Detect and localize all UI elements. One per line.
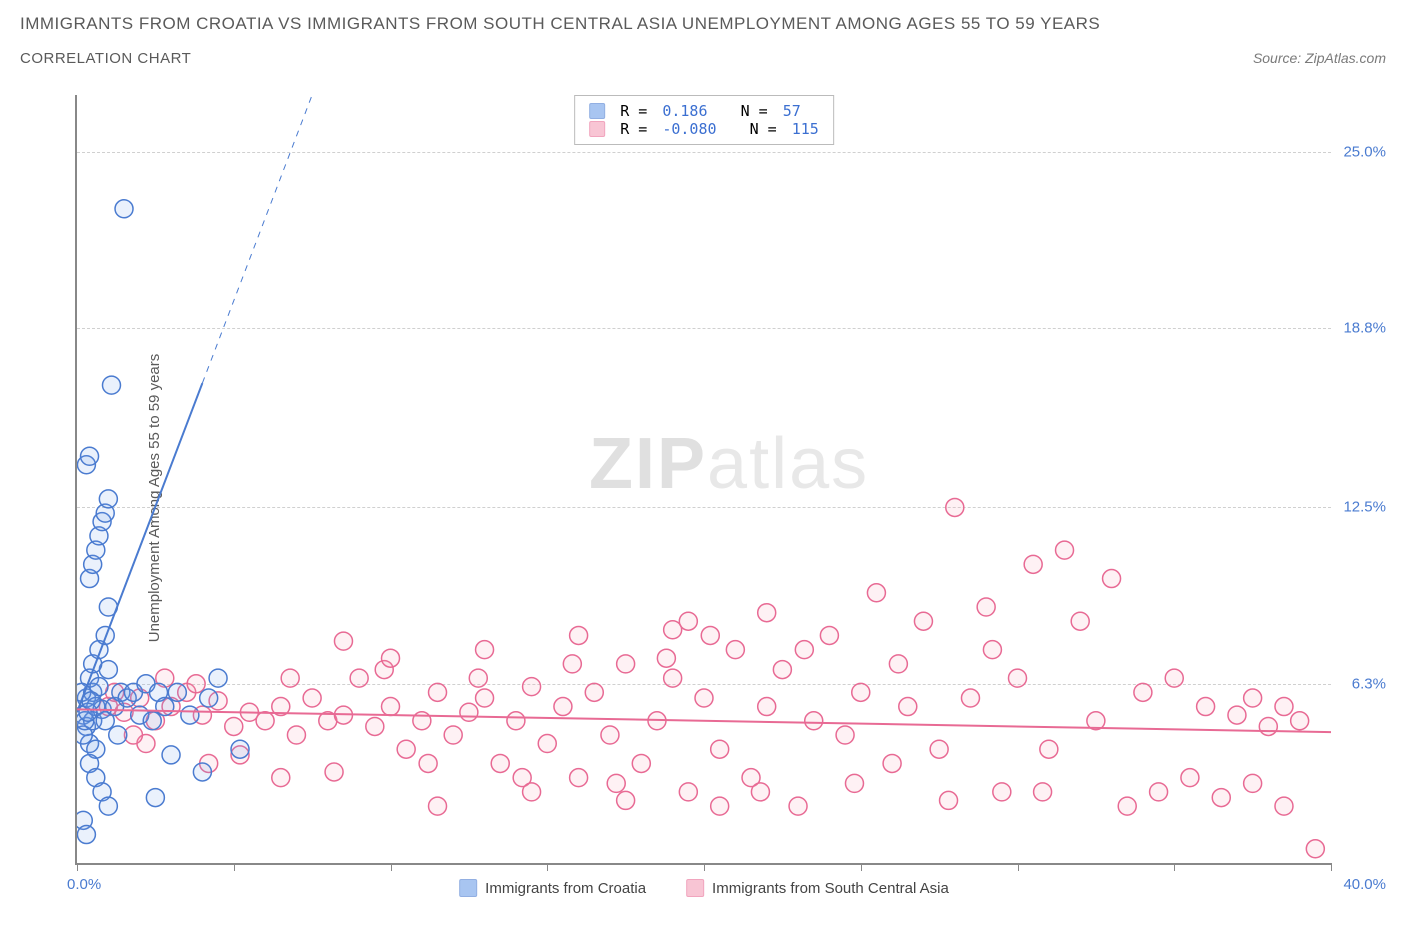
source-attribution: Source: ZipAtlas.com [1253,50,1386,66]
legend-swatch-scasia-icon [686,879,704,897]
legend-swatch-croatia-icon [459,879,477,897]
stats-row-croatia: R = 0.186 N = 57 [589,102,819,120]
scatter-svg [77,95,1331,863]
legend-label-scasia: Immigrants from South Central Asia [712,880,949,897]
legend-item-croatia: Immigrants from Croatia [459,879,646,897]
y-tick-label: 12.5% [1336,499,1386,516]
chart-title: IMMIGRANTS FROM CROATIA VS IMMIGRANTS FR… [20,14,1100,34]
x-max-label: 40.0% [1343,876,1386,893]
correlation-stats-box: R = 0.186 N = 57 R = -0.080 N = 115 [574,95,834,145]
swatch-croatia-icon [589,103,605,119]
y-tick-label: 25.0% [1336,143,1386,160]
chart-container: Unemployment Among Ages 55 to 59 years Z… [20,85,1386,910]
y-tick-label: 18.8% [1336,320,1386,337]
legend-item-scasia: Immigrants from South Central Asia [686,879,949,897]
x-min-label: 0.0% [67,876,101,893]
y-tick-label: 6.3% [1336,675,1386,692]
legend-label-croatia: Immigrants from Croatia [485,880,646,897]
chart-subtitle: CORRELATION CHART [20,50,191,67]
legend: Immigrants from Croatia Immigrants from … [459,879,949,897]
plot-area: ZIPatlas R = 0.186 N = 57 R = -0.080 N =… [75,95,1331,865]
swatch-scasia-icon [589,121,605,137]
stats-row-scasia: R = -0.080 N = 115 [589,120,819,138]
